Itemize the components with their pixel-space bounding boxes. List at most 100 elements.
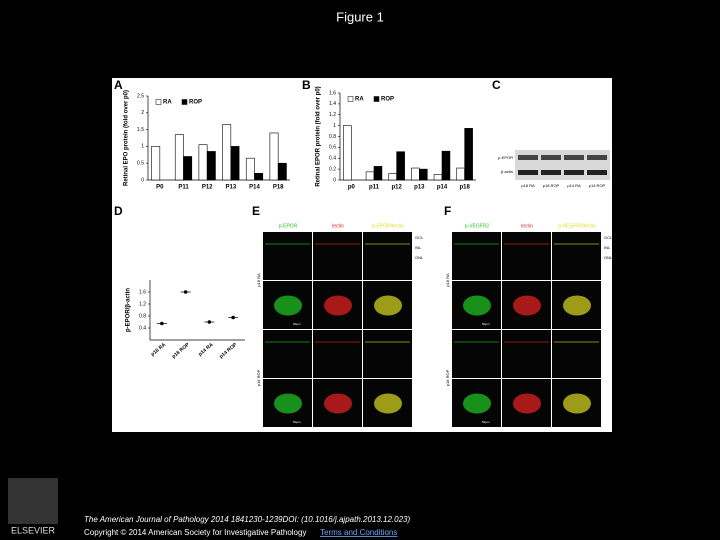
blot-row-label: β-actin [501, 169, 513, 174]
row-label: p18 RA [445, 273, 450, 287]
legend-label: RA [163, 100, 172, 106]
bar [183, 156, 193, 181]
y-tick-label: 0.5 [137, 161, 144, 167]
y-tick-label: 1 [141, 144, 144, 150]
x-tick-label: P18 [273, 185, 284, 191]
micrograph [452, 330, 501, 378]
band [587, 170, 607, 175]
legend-swatch [347, 96, 354, 102]
layer-label: GCL [604, 235, 613, 240]
legend-label: ROP [189, 100, 202, 106]
micrograph [363, 330, 412, 378]
bar [464, 128, 473, 181]
column-label: lectin [332, 223, 344, 229]
bar [365, 171, 375, 181]
x-tick-label: P14 [249, 185, 260, 191]
y-axis-label: Retinal EPOR protein (fold over p0) [316, 86, 322, 186]
scale-label: 50µm [293, 322, 301, 326]
logo: ELSEVIER [8, 478, 58, 535]
blot-lane-label: p14 ROP [589, 183, 606, 188]
x-tick-label: p13 [414, 185, 425, 191]
bar [388, 173, 397, 181]
blot-row-label: p-EPOR [498, 155, 513, 160]
bar [151, 146, 161, 181]
blot-lane-label: p18 ROP [543, 183, 560, 188]
layer-label: INL [415, 245, 422, 250]
vessel [563, 393, 591, 414]
scale-label: 50µm [293, 420, 301, 424]
band [518, 170, 538, 175]
y-tick-label: 0.2 [329, 166, 336, 172]
slide-title: Figure 1 [336, 9, 384, 24]
layer-label: ONL [604, 255, 613, 260]
band [518, 155, 538, 160]
x-tick-label: p0 [348, 185, 356, 191]
y-tick-label: 1.6 [139, 289, 146, 295]
legend-label: RA [355, 97, 364, 103]
y-tick-label: 2.5 [137, 93, 144, 99]
y-tick-label: 2 [141, 110, 144, 116]
row-label: p18 RA [256, 273, 261, 287]
logo-tree [8, 478, 58, 524]
bar [206, 151, 216, 181]
y-axis-label: Retinal EPO protein (fold over p0) [124, 90, 130, 186]
column-label: p-VEGFR2/lectin [558, 223, 596, 229]
row-label: p18 ROP [256, 369, 261, 386]
micrograph [502, 232, 551, 280]
panel-label: D [114, 204, 123, 218]
micrograph [452, 232, 501, 280]
bar [174, 134, 184, 181]
y-tick-label: 1.5 [137, 127, 144, 133]
band [541, 155, 561, 160]
layer-label: GCL [415, 235, 424, 240]
x-tick-label: P12 [202, 185, 213, 191]
y-tick-label: 0 [141, 177, 144, 183]
micrograph [552, 232, 601, 280]
y-tick-label: 0.6 [329, 145, 336, 151]
vessel [513, 295, 541, 316]
vessel [324, 393, 352, 414]
blot-lane-label: p14 RA [567, 183, 581, 188]
bar [269, 132, 279, 181]
micrograph [502, 330, 551, 378]
bar [396, 151, 405, 181]
terms-link[interactable]: Terms and Conditions [320, 528, 397, 537]
vessel [274, 295, 302, 316]
micrograph [263, 330, 312, 378]
y-tick-label: 0.4 [329, 156, 336, 162]
blot-lane-label: p18 RA [521, 183, 535, 188]
bar [419, 168, 428, 181]
bar [456, 167, 465, 181]
blot [515, 150, 610, 180]
copyright: Copyright © 2014 American Society for In… [84, 528, 306, 537]
band [541, 170, 561, 175]
y-axis-label: p-EPOR/β-actin [126, 288, 132, 332]
micrograph [313, 232, 362, 280]
x-tick-label: p14 [437, 185, 448, 191]
column-label: p-EPOR/lectin [372, 223, 404, 229]
panel-label: E [252, 204, 260, 218]
x-tick-label: P11 [178, 185, 189, 191]
vessel [374, 295, 402, 316]
bar [343, 125, 352, 181]
x-tick-label: p11 [369, 185, 380, 191]
bar [230, 146, 240, 181]
bar [441, 150, 451, 181]
panel-label: A [114, 78, 123, 92]
bar [433, 174, 443, 181]
y-tick-label: 1 [333, 123, 336, 129]
panel-label: B [302, 78, 311, 92]
y-tick-label: 0 [333, 177, 336, 183]
panel-label: C [492, 78, 501, 92]
bar [198, 144, 208, 181]
column-label: p-EPOR [279, 223, 298, 229]
logo-text: ELSEVIER [11, 525, 56, 535]
bar [245, 157, 255, 181]
bar [373, 166, 383, 181]
panel-label: F [444, 204, 451, 218]
y-tick-label: 0.4 [139, 325, 146, 331]
x-tick-label: p18 [459, 185, 470, 191]
legend-label: ROP [381, 97, 394, 103]
vessel [563, 295, 591, 316]
